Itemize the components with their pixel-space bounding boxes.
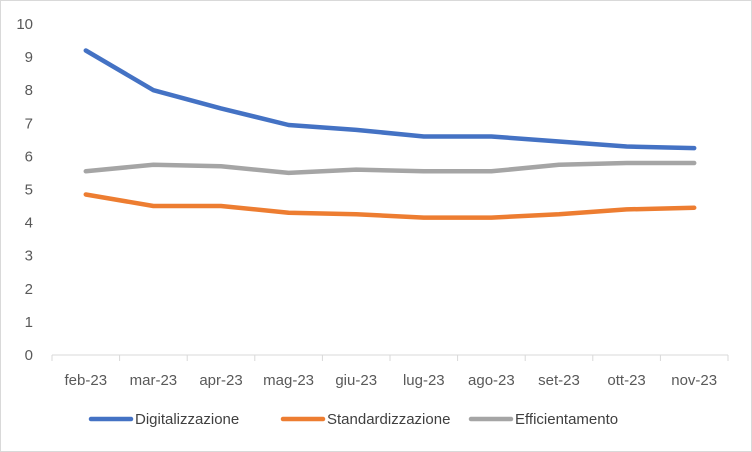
x-axis — [51, 354, 729, 361]
series-line-digitalizzazione — [83, 48, 697, 151]
y-tick-label: 8 — [25, 82, 33, 99]
x-axis-labels: feb-23 mar-23 apr-23 mag-23 giu-23 lug-23 ago-… — [65, 372, 718, 389]
y-axis-labels: 0 1 2 3 4 5 6 7 8 9 10 — [16, 16, 33, 364]
series-line-standardizzazione — [83, 192, 697, 220]
series-lines — [83, 48, 697, 220]
x-tick-label: apr-23 — [199, 372, 242, 389]
legend: Digitalizzazione Standardizzazione Efficie… — [88, 411, 618, 428]
x-tick-label: feb-23 — [65, 372, 108, 389]
x-tick-label: mag-23 — [263, 372, 314, 389]
y-tick-label: 0 — [25, 347, 33, 364]
x-tick-label: ago-23 — [468, 372, 515, 389]
series-line-efficientamento — [83, 160, 697, 176]
x-tick-label: giu-23 — [335, 372, 377, 389]
y-tick-label: 7 — [25, 115, 33, 132]
y-tick-label: 1 — [25, 314, 33, 331]
y-tick-label: 2 — [25, 281, 33, 298]
x-tick-label: set-23 — [538, 372, 580, 389]
y-tick-label: 3 — [25, 248, 33, 265]
x-tick-label: ott-23 — [607, 372, 645, 389]
x-tick-label: mar-23 — [130, 372, 178, 389]
legend-label: Efficientamento — [515, 411, 618, 428]
y-tick-label: 9 — [25, 49, 33, 66]
y-tick-label: 6 — [25, 148, 33, 165]
legend-label: Digitalizzazione — [135, 411, 239, 428]
y-tick-label: 4 — [25, 215, 33, 232]
x-tick-label: nov-23 — [671, 372, 717, 389]
y-tick-label: 10 — [16, 16, 33, 33]
x-tick-label: lug-23 — [403, 372, 445, 389]
y-tick-label: 5 — [25, 182, 33, 199]
legend-label: Standardizzazione — [327, 411, 450, 428]
